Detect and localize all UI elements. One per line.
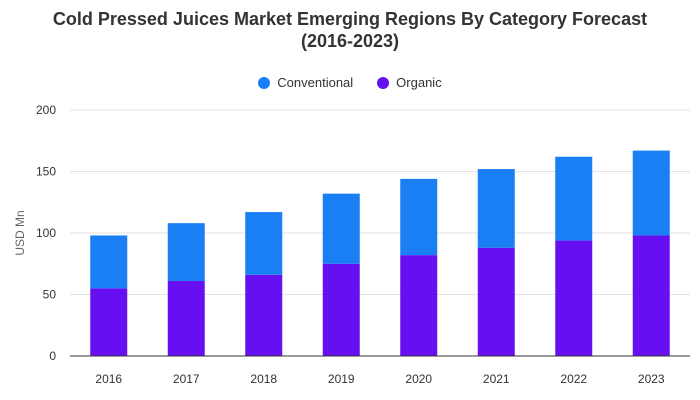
bar-organic-2022[interactable] bbox=[555, 240, 593, 356]
bar-conventional-2016[interactable] bbox=[90, 235, 128, 289]
x-tick-label: 2023 bbox=[638, 372, 665, 386]
y-tick-label: 100 bbox=[36, 226, 56, 240]
x-tick-label: 2021 bbox=[483, 372, 510, 386]
bar-conventional-2017[interactable] bbox=[167, 223, 205, 281]
legend-label-conventional: Conventional bbox=[277, 75, 354, 90]
bar-conventional-2023[interactable] bbox=[632, 150, 670, 236]
bar-conventional-2022[interactable] bbox=[555, 156, 593, 241]
bar-conventional-2019[interactable] bbox=[322, 193, 360, 264]
x-tick-label: 2020 bbox=[405, 372, 432, 386]
legend-item-organic[interactable]: Organic bbox=[377, 75, 442, 90]
y-axis-label: USD Mn bbox=[13, 210, 27, 255]
bar-organic-2016[interactable] bbox=[90, 288, 128, 356]
legend-label-organic: Organic bbox=[396, 75, 442, 90]
legend-swatch-organic bbox=[377, 76, 390, 89]
bar-conventional-2020[interactable] bbox=[400, 178, 438, 256]
y-tick-label: 150 bbox=[36, 165, 56, 179]
y-tick-label: 200 bbox=[36, 103, 56, 117]
bar-organic-2023[interactable] bbox=[632, 235, 670, 356]
x-tick-label: 2018 bbox=[250, 372, 277, 386]
chart-title-line-2: (2016-2023) bbox=[300, 31, 400, 51]
bar-conventional-2021[interactable] bbox=[477, 169, 515, 248]
bar-organic-2019[interactable] bbox=[322, 263, 360, 356]
grid-layer bbox=[70, 109, 690, 295]
x-tick-label: 2017 bbox=[173, 372, 200, 386]
y-tick-label: 0 bbox=[49, 349, 56, 363]
chart-legend: Conventional Organic bbox=[0, 75, 700, 90]
bar-organic-2018[interactable] bbox=[245, 274, 283, 356]
legend-swatch-conventional bbox=[258, 76, 271, 89]
bar-layer bbox=[90, 150, 670, 356]
x-tick-label: 2019 bbox=[328, 372, 355, 386]
chart-title: Cold Pressed Juices Market Emerging Regi… bbox=[0, 8, 700, 52]
bar-organic-2017[interactable] bbox=[167, 280, 205, 356]
bar-organic-2021[interactable] bbox=[477, 247, 515, 356]
bar-organic-2020[interactable] bbox=[400, 255, 438, 356]
x-tick-label: 2016 bbox=[95, 372, 122, 386]
chart-title-line-1: Cold Pressed Juices Market Emerging Regi… bbox=[52, 9, 648, 29]
legend-item-conventional[interactable]: Conventional bbox=[258, 75, 353, 90]
y-tick-label: 50 bbox=[43, 288, 57, 302]
bar-conventional-2018[interactable] bbox=[245, 212, 283, 275]
x-tick-label: 2022 bbox=[560, 372, 587, 386]
axis-layer: 0 50 100 150 200 2016 2017 2018 2019 2020 2021 2022… bbox=[36, 103, 690, 386]
